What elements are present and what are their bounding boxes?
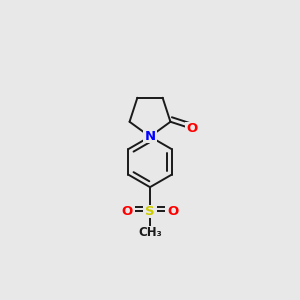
Bar [120, 205, 135, 218]
Text: CH₃: CH₃ [138, 226, 162, 239]
Bar [142, 226, 158, 239]
Bar [184, 122, 200, 135]
Text: O: O [186, 122, 198, 135]
Bar [165, 205, 180, 218]
Text: O: O [167, 205, 178, 218]
Text: N: N [144, 130, 156, 143]
Text: O: O [122, 205, 133, 218]
Bar [140, 226, 160, 239]
Bar [142, 130, 158, 143]
Bar [142, 205, 158, 218]
Text: S: S [145, 205, 155, 218]
